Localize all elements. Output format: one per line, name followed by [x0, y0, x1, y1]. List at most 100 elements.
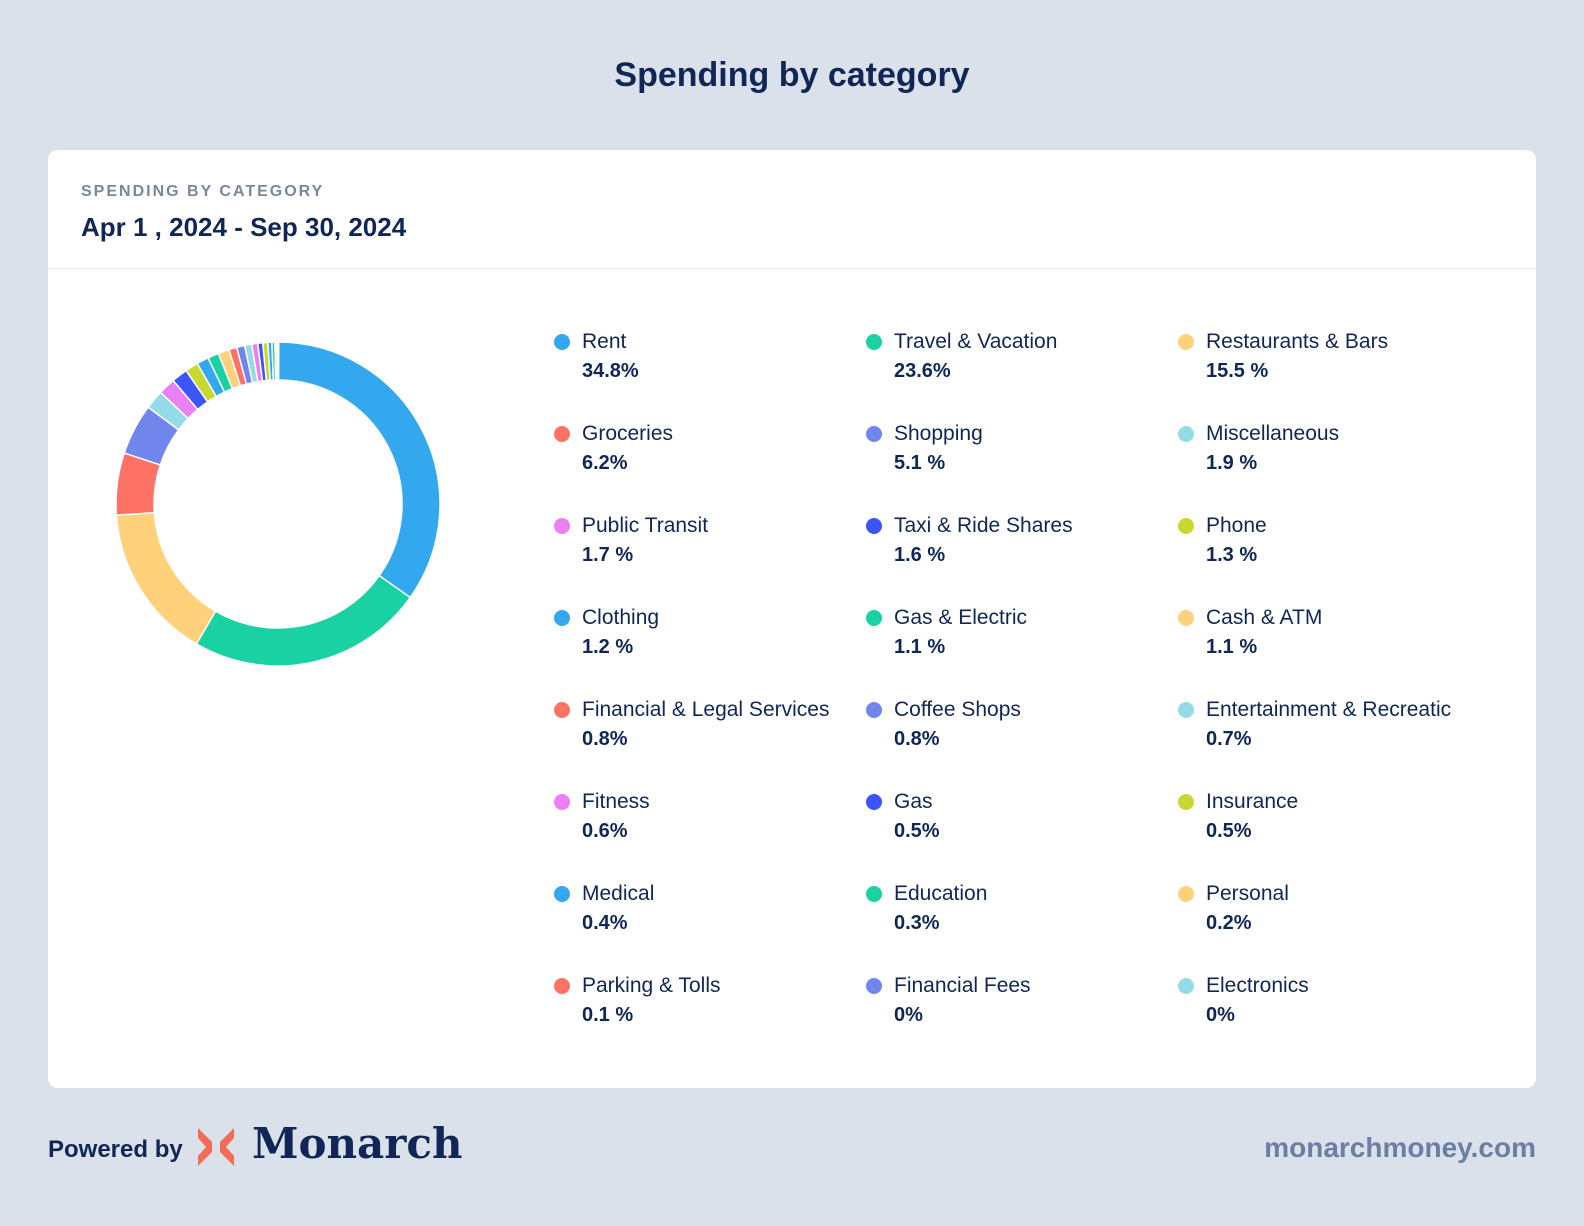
legend-label: Restaurants & Bars [1206, 330, 1389, 353]
legend-label: Financial & Legal Services [582, 698, 830, 721]
legend-label: Fitness [582, 790, 650, 813]
legend-item: Coffee Shops 0.8% [866, 698, 1178, 790]
legend-label: Miscellaneous [1206, 422, 1340, 445]
powered-by-label: Powered by [48, 1136, 183, 1163]
legend-dot-icon [1178, 610, 1194, 626]
legend-value: 1.2 % [582, 636, 634, 658]
legend-item: Medical 0.4% [554, 882, 866, 974]
legend-value: 1.1 % [1206, 636, 1258, 658]
legend-value: 1.6 % [894, 544, 946, 566]
legend-label: Financial Fees [894, 974, 1031, 997]
legend-value: 0% [894, 1004, 923, 1026]
legend-item: Clothing 1.2 % [554, 606, 866, 698]
legend-label: Electronics [1206, 974, 1309, 997]
legend-dot-icon [866, 426, 882, 442]
legend-value: 0.1 % [582, 1004, 634, 1026]
legend-dot-icon [554, 794, 570, 810]
legend-dot-icon [1178, 794, 1194, 810]
legend-dot-icon [1178, 978, 1194, 994]
legend-value: 6.2% [582, 452, 628, 474]
legend-dot-icon [1178, 702, 1194, 718]
legend-item: Miscellaneous 1.9 % [1178, 422, 1514, 514]
legend-dot-icon [1178, 886, 1194, 902]
legend-value: 1.1 % [894, 636, 946, 658]
donut-slice-restaurants-bars[interactable] [116, 511, 217, 645]
legend-item: Shopping 5.1 % [866, 422, 1178, 514]
legend-label: Travel & Vacation [894, 330, 1058, 353]
legend-value: 5.1 % [894, 452, 946, 474]
legend-label: Entertainment & Recreatic [1206, 698, 1452, 721]
legend-dot-icon [866, 518, 882, 534]
legend-dot-icon [554, 978, 570, 994]
legend-label: Taxi & Ride Shares [894, 514, 1073, 537]
legend-label: Insurance [1206, 790, 1299, 813]
legend-item: Gas 0.5% [866, 790, 1178, 882]
legend-label: Rent [582, 330, 627, 353]
legend-item: Parking & Tolls 0.1 % [554, 974, 866, 1066]
legend-value: 0.8% [894, 728, 940, 750]
legend-value: 1.9 % [1206, 452, 1258, 474]
legend-label: Shopping [894, 422, 983, 445]
legend-dot-icon [1178, 426, 1194, 442]
monarch-logo-icon [198, 1128, 234, 1166]
legend-value: 0.5% [1206, 820, 1252, 842]
legend-item: Gas & Electric 1.1 % [866, 606, 1178, 698]
legend-dot-icon [554, 702, 570, 718]
legend-dot-icon [554, 886, 570, 902]
legend-dot-icon [554, 334, 570, 350]
legend-item: Financial Fees 0% [866, 974, 1178, 1066]
legend-dot-icon [554, 426, 570, 442]
legend-label: Parking & Tolls [582, 974, 721, 997]
legend-dot-icon [866, 610, 882, 626]
legend-item: Phone 1.3 % [1178, 514, 1514, 606]
legend-item: Cash & ATM 1.1 % [1178, 606, 1514, 698]
legend-dot-icon [866, 334, 882, 350]
legend-item: Education 0.3% [866, 882, 1178, 974]
legend-dot-icon [554, 518, 570, 534]
legend-item: Insurance 0.5% [1178, 790, 1514, 882]
legend-value: 0.6% [582, 820, 628, 842]
legend-dot-icon [1178, 518, 1194, 534]
legend-item: Rent 34.8% [554, 330, 866, 422]
chart-legend: Rent 34.8% Travel & Vacation 23.6% Restauran… [554, 330, 1514, 1050]
legend-value: 0.7% [1206, 728, 1252, 750]
brand-name: Monarch [252, 1119, 463, 1168]
legend-item: Travel & Vacation 23.6% [866, 330, 1178, 422]
legend-value: 23.6% [894, 360, 951, 382]
legend-label: Groceries [582, 422, 674, 445]
legend-label: Personal [1206, 882, 1289, 905]
card-kicker: SPENDING BY CATEGORY [81, 183, 325, 200]
legend-label: Clothing [582, 606, 660, 629]
legend-value: 1.3 % [1206, 544, 1258, 566]
legend-label: Cash & ATM [1206, 606, 1323, 629]
legend-item: Personal 0.2% [1178, 882, 1514, 974]
legend-label: Gas [894, 790, 933, 813]
donut-slice-rent[interactable] [277, 341, 440, 599]
card-header: SPENDING BY CATEGORY Apr 1 , 2024 - Sep … [48, 150, 1536, 269]
legend-item: Taxi & Ride Shares 1.6 % [866, 514, 1178, 606]
legend-value: 0.4% [582, 912, 628, 934]
legend-label: Medical [582, 882, 655, 905]
legend-value: 0.8% [582, 728, 628, 750]
legend-item: Fitness 0.6% [554, 790, 866, 882]
legend-label: Coffee Shops [894, 698, 1021, 721]
legend-value: 34.8% [582, 360, 639, 382]
legend-dot-icon [866, 886, 882, 902]
donut-chart [116, 341, 440, 667]
date-range: Apr 1 , 2024 - Sep 30, 2024 [81, 212, 407, 242]
legend-value: 0.3% [894, 912, 940, 934]
legend-label: Public Transit [582, 514, 709, 537]
legend-label: Education [894, 882, 988, 905]
legend-item: Electronics 0% [1178, 974, 1514, 1066]
legend-dot-icon [866, 702, 882, 718]
legend-item: Entertainment & Recreatic 0.7% [1178, 698, 1514, 790]
footer-url[interactable]: monarchmoney.com [1264, 1132, 1536, 1163]
legend-value: 0.2% [1206, 912, 1252, 934]
legend-value: 15.5 % [1206, 360, 1269, 382]
donut-slice-travel-vacation[interactable] [195, 574, 412, 667]
legend-item: Public Transit 1.7 % [554, 514, 866, 606]
legend-item: Financial & Legal Services 0.8% [554, 698, 866, 790]
donut-slice-electronics[interactable] [277, 341, 280, 381]
legend-dot-icon [866, 794, 882, 810]
page-title: Spending by category [614, 56, 970, 94]
